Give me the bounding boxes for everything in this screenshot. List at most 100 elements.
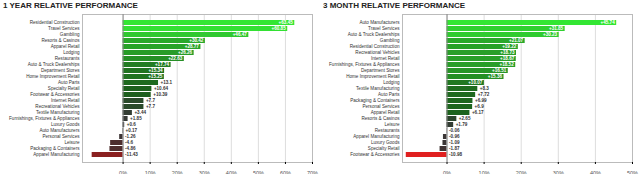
svg-text:Footwear & Accessories: Footwear & Accessories — [350, 152, 400, 157]
svg-text:-0.96: -0.96 — [449, 134, 460, 139]
svg-text:10%: 10% — [479, 170, 490, 174]
svg-text:+1.79: +1.79 — [456, 122, 468, 127]
svg-text:+46.47: +46.47 — [233, 32, 248, 37]
svg-text:30%: 30% — [199, 170, 210, 174]
svg-text:Apparel Manufacturing: Apparel Manufacturing — [33, 152, 80, 157]
svg-text:+22.63: +22.63 — [168, 56, 183, 61]
svg-text:+10.07: +10.07 — [468, 80, 483, 85]
svg-text:Lodging: Lodging — [383, 80, 400, 85]
svg-text:Auto Manufacturers: Auto Manufacturers — [359, 20, 400, 25]
svg-text:Auto & Truck Dealerships: Auto & Truck Dealerships — [348, 32, 401, 37]
svg-text:-1.26: -1.26 — [125, 134, 136, 139]
svg-text:-4.86: -4.86 — [125, 146, 136, 151]
svg-text:+18.52: +18.52 — [500, 62, 515, 67]
svg-text:Auto Parts: Auto Parts — [378, 92, 400, 97]
svg-text:Travel Services: Travel Services — [48, 26, 80, 31]
svg-text:+6.17: +6.17 — [472, 110, 484, 115]
svg-text:Recreational Vehicles: Recreational Vehicles — [35, 104, 80, 109]
svg-text:+15.36: +15.36 — [488, 74, 503, 79]
svg-text:Luxury Goods: Luxury Goods — [371, 140, 400, 145]
svg-text:+16.51: +16.51 — [492, 68, 507, 73]
svg-text:Auto & Truck Dealerships: Auto & Truck Dealerships — [28, 62, 81, 67]
svg-text:+7.72: +7.72 — [478, 92, 490, 97]
svg-text:Auto Manufacturers: Auto Manufacturers — [39, 128, 80, 133]
svg-text:Gambling: Gambling — [60, 32, 80, 37]
svg-text:Travel Services: Travel Services — [368, 26, 400, 31]
svg-text:+26.26: +26.26 — [178, 50, 193, 55]
svg-text:+28.77: +28.77 — [185, 44, 200, 49]
svg-text:Auto Parts: Auto Parts — [58, 80, 80, 85]
svg-text:Apparel Retail: Apparel Retail — [371, 110, 400, 115]
svg-text:Restaurants: Restaurants — [55, 56, 80, 61]
svg-text:Packaging & Containers: Packaging & Containers — [30, 146, 80, 151]
svg-text:+6.99: +6.99 — [475, 98, 487, 103]
svg-text:Apparel Manufacturing: Apparel Manufacturing — [353, 134, 400, 139]
svg-text:40%: 40% — [226, 170, 237, 174]
svg-text:+15.34: +15.34 — [148, 68, 163, 73]
svg-text:Internet Retail: Internet Retail — [51, 98, 80, 103]
svg-text:+63.45: +63.45 — [279, 20, 294, 25]
svg-text:-1.87: -1.87 — [449, 146, 460, 151]
svg-text:50%: 50% — [627, 170, 638, 174]
svg-text:Restaurants: Restaurants — [375, 128, 400, 133]
svg-text:-1.09: -1.09 — [449, 140, 460, 145]
svg-text:+45.74: +45.74 — [601, 20, 616, 25]
svg-text:+3.44: +3.44 — [134, 110, 146, 115]
svg-text:Apparel Retail: Apparel Retail — [51, 44, 80, 49]
svg-text:Home Improvement Retail: Home Improvement Retail — [346, 74, 399, 79]
svg-text:Residential Construction: Residential Construction — [350, 44, 400, 49]
svg-text:Resorts & Casinos: Resorts & Casinos — [361, 116, 400, 121]
svg-text:+18.73: +18.73 — [500, 50, 515, 55]
svg-text:60%: 60% — [280, 170, 291, 174]
svg-text:+8.3: +8.3 — [480, 86, 490, 91]
svg-text:Leisure: Leisure — [64, 140, 80, 145]
svg-text:Specialty Retail: Specialty Retail — [48, 86, 80, 91]
svg-text:+1.85: +1.85 — [130, 116, 142, 121]
svg-text:+19.22: +19.22 — [502, 44, 517, 49]
svg-text:-11.43: -11.43 — [125, 152, 138, 157]
svg-text:+10.39: +10.39 — [153, 92, 168, 97]
svg-text:Resorts & Casinos: Resorts & Casinos — [41, 38, 80, 43]
svg-text:+2.65: +2.65 — [459, 116, 471, 121]
svg-text:Personal Services: Personal Services — [42, 134, 80, 139]
svg-text:+0.17: +0.17 — [126, 128, 138, 133]
svg-text:50%: 50% — [253, 170, 264, 174]
svg-text:Footwear & Accessories: Footwear & Accessories — [30, 92, 80, 97]
svg-text:Specialty Retail: Specialty Retail — [368, 146, 400, 151]
svg-text:+18.67: +18.67 — [500, 56, 515, 61]
svg-text:+6.9: +6.9 — [475, 104, 485, 109]
svg-text:0%: 0% — [443, 170, 451, 174]
svg-text:Department Stores: Department Stores — [361, 68, 400, 73]
svg-text:+13.1: +13.1 — [161, 80, 173, 85]
svg-text:+31.85: +31.85 — [549, 26, 564, 31]
svg-text:+15.25: +15.25 — [148, 74, 163, 79]
svg-text:Lodging: Lodging — [63, 50, 80, 55]
svg-text:+21.07: +21.07 — [509, 38, 524, 43]
svg-text:70%: 70% — [307, 170, 318, 174]
svg-text:Gambling: Gambling — [380, 38, 400, 43]
svg-text:10%: 10% — [145, 170, 156, 174]
svg-text:+30.42: +30.42 — [189, 38, 204, 43]
svg-text:+10.64: +10.64 — [154, 86, 169, 91]
svg-text:+7.7: +7.7 — [146, 98, 156, 103]
svg-text:Furnishings, Fixtures & Applia: Furnishings, Fixtures & Appliances — [9, 116, 80, 121]
svg-text:-10.98: -10.98 — [449, 152, 462, 157]
svg-text:30%: 30% — [553, 170, 564, 174]
svg-text:Recreational Vehicles: Recreational Vehicles — [355, 50, 400, 55]
svg-text:Home Improvement Retail: Home Improvement Retail — [26, 74, 79, 79]
svg-text:Packaging & Containers: Packaging & Containers — [350, 98, 400, 103]
svg-text:Textile Manufacturing: Textile Manufacturing — [36, 110, 80, 115]
svg-text:-4.6: -4.6 — [125, 140, 133, 145]
svg-text:Textile Manufacturing: Textile Manufacturing — [356, 86, 400, 91]
svg-text:-0.06: -0.06 — [449, 128, 460, 133]
svg-text:Luxury Goods: Luxury Goods — [51, 122, 80, 127]
svg-text:+0.6: +0.6 — [127, 122, 137, 127]
svg-text:Department Stores: Department Stores — [41, 68, 80, 73]
svg-text:Internet Retail: Internet Retail — [371, 56, 400, 61]
svg-text:Leisure: Leisure — [384, 122, 400, 127]
svg-text:20%: 20% — [172, 170, 183, 174]
svg-text:0%: 0% — [119, 170, 127, 174]
svg-text:40%: 40% — [590, 170, 601, 174]
svg-text:+17.74: +17.74 — [155, 62, 170, 67]
svg-text:Furnishings, Fixtures & Applia: Furnishings, Fixtures & Appliances — [329, 62, 400, 67]
